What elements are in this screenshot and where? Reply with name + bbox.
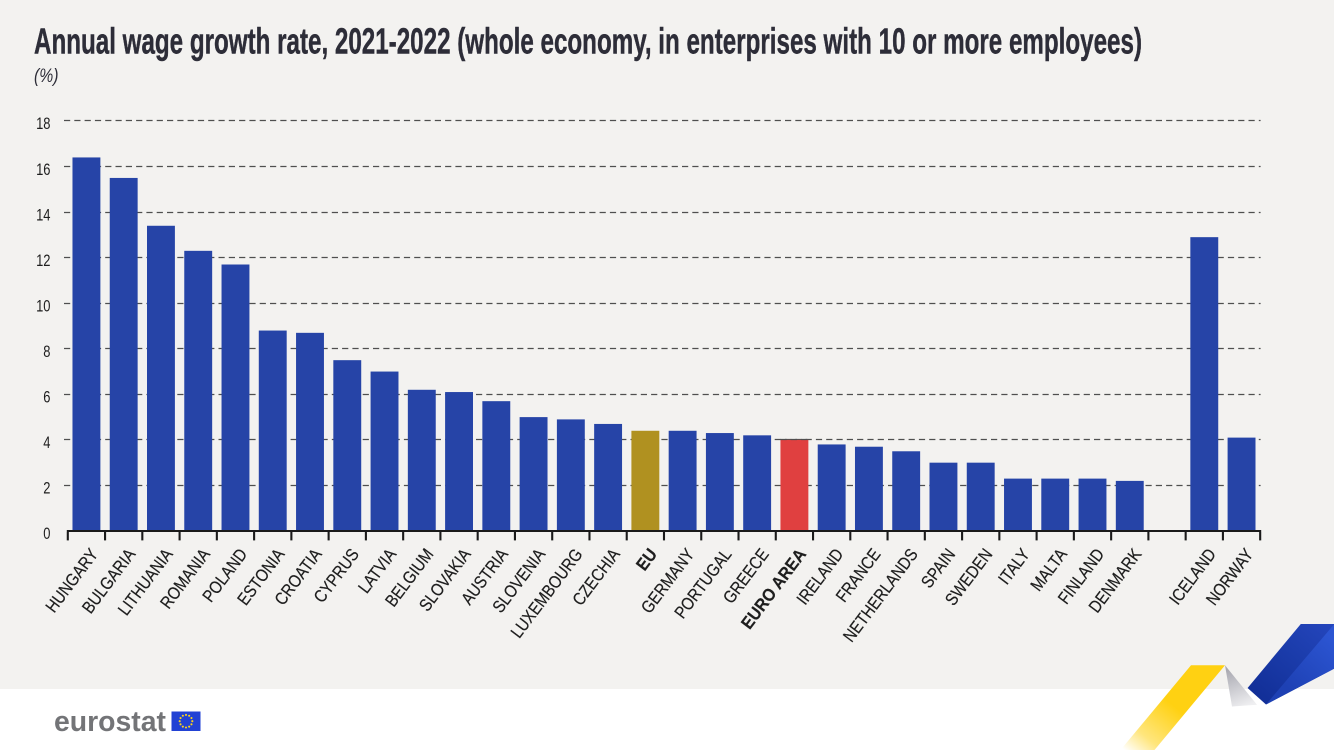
svg-text:18: 18: [36, 114, 50, 133]
svg-text:Annual wage growth rate, 2021-: Annual wage growth rate, 2021-2022 (whol…: [34, 21, 1142, 62]
svg-text:2: 2: [43, 479, 50, 498]
svg-text:(%): (%): [34, 66, 59, 87]
svg-text:6: 6: [43, 388, 50, 407]
svg-text:0: 0: [43, 524, 50, 543]
svg-text:eurostat: eurostat: [54, 706, 166, 738]
svg-text:8: 8: [43, 342, 50, 361]
svg-text:4: 4: [43, 433, 50, 452]
svg-text:14: 14: [36, 205, 50, 224]
svg-text:16: 16: [36, 160, 50, 179]
svg-text:10: 10: [36, 296, 50, 315]
svg-text:12: 12: [36, 251, 50, 270]
